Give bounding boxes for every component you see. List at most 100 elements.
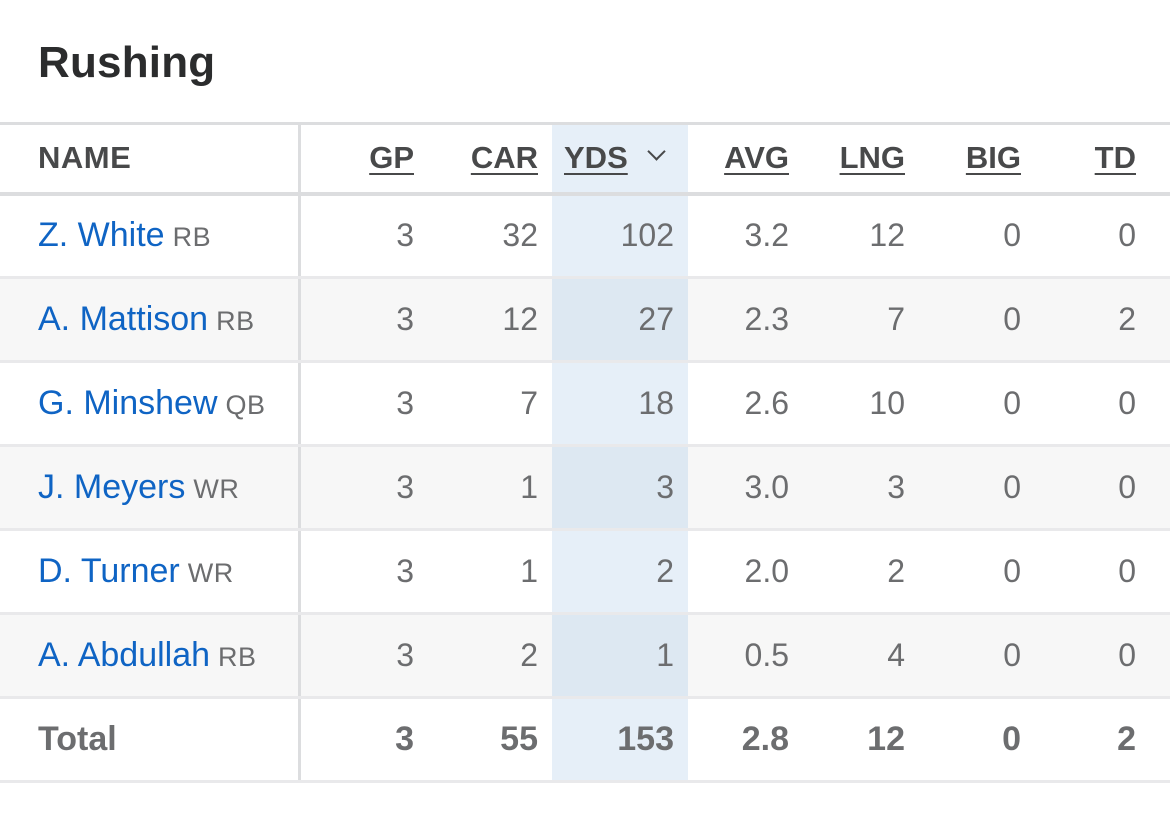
column-header-avg-label[interactable]: AVG: [724, 140, 789, 176]
stat-partial: [1150, 529, 1170, 615]
player-link[interactable]: J. Meyers: [38, 468, 186, 506]
table-row: A. Abdullah RB 3 2 1 0.5 4 0 0: [0, 613, 1170, 699]
total-avg: 2.8: [688, 697, 803, 783]
stat-lng: 4: [803, 613, 919, 699]
player-position: WR: [193, 474, 240, 504]
total-lng: 12: [803, 697, 919, 783]
stat-partial: [1150, 193, 1170, 279]
stat-car: 12: [428, 277, 552, 363]
stat-car: 2: [428, 613, 552, 699]
column-header-yds[interactable]: YDS: [552, 122, 688, 196]
table-row: A. Mattison RB 3 12 27 2.3 7 0 2: [0, 277, 1170, 363]
player-cell: Z. White RB: [0, 193, 301, 279]
stat-lng: 12: [803, 193, 919, 279]
stat-td: 0: [1035, 445, 1150, 531]
stat-big: 0: [919, 613, 1035, 699]
table-row: Z. White RB 3 32 102 3.2 12 0 0: [0, 193, 1170, 279]
stat-avg: 2.3: [688, 277, 803, 363]
stat-td: 2: [1035, 277, 1150, 363]
player-position: QB: [225, 390, 266, 420]
stat-partial: [1150, 613, 1170, 699]
chevron-down-icon[interactable]: [647, 142, 666, 161]
stat-yds: 3: [552, 445, 688, 531]
column-header-gp[interactable]: GP: [299, 122, 428, 196]
player-cell: J. Meyers WR: [0, 445, 301, 531]
column-header-gp-label[interactable]: GP: [369, 140, 414, 176]
player-position: RB: [216, 306, 255, 336]
stat-td: 0: [1035, 613, 1150, 699]
total-gp: 3: [299, 697, 428, 783]
stat-gp: 3: [299, 613, 428, 699]
stat-avg: 0.5: [688, 613, 803, 699]
stat-car: 1: [428, 529, 552, 615]
stat-lng: 2: [803, 529, 919, 615]
player-position: RB: [218, 642, 257, 672]
table-total-row: Total 3 55 153 2.8 12 0 2: [0, 697, 1170, 783]
column-header-car-label[interactable]: CAR: [470, 140, 538, 176]
stat-partial: [1150, 361, 1170, 447]
total-partial: [1150, 697, 1170, 783]
player-position: RB: [172, 222, 212, 253]
total-label: Total: [0, 697, 301, 783]
column-header-big[interactable]: BIG: [919, 122, 1035, 196]
stat-car: 32: [428, 193, 552, 279]
column-header-car[interactable]: CAR: [428, 122, 552, 196]
stat-gp: 3: [299, 277, 428, 363]
player-cell: G. Minshew QB: [0, 361, 301, 447]
table-row: D. Turner WR 3 1 2 2.0 2 0 0: [0, 529, 1170, 615]
stat-gp: 3: [299, 193, 428, 279]
stat-big: 0: [919, 361, 1035, 447]
player-link[interactable]: Z. White: [38, 216, 165, 255]
stat-avg: 2.0: [688, 529, 803, 615]
stat-yds: 18: [552, 361, 688, 447]
rushing-stats-table-container: NAME GP CAR YDS AVG LNG BIG TD Y Z. Whit…: [0, 122, 1170, 783]
column-header-name: NAME: [0, 122, 301, 196]
column-header-lng[interactable]: LNG: [803, 122, 919, 196]
total-yds: 153: [552, 697, 688, 783]
total-big: 0: [919, 697, 1035, 783]
player-link[interactable]: G. Minshew: [38, 384, 218, 422]
stat-yds: 1: [552, 613, 688, 699]
table-header-row: NAME GP CAR YDS AVG LNG BIG TD Y: [0, 122, 1170, 196]
stat-td: 0: [1035, 361, 1150, 447]
player-link[interactable]: A. Mattison: [38, 300, 209, 338]
stat-lng: 10: [803, 361, 919, 447]
rushing-stats-table: NAME GP CAR YDS AVG LNG BIG TD Y Z. Whit…: [0, 122, 1170, 783]
table-row: J. Meyers WR 3 1 3 3.0 3 0 0: [0, 445, 1170, 531]
stat-yds: 102: [552, 193, 688, 279]
player-link[interactable]: A. Abdullah: [38, 636, 211, 674]
total-car: 55: [428, 697, 552, 783]
column-header-avg[interactable]: AVG: [688, 122, 803, 196]
stat-gp: 3: [299, 445, 428, 531]
player-cell: A. Abdullah RB: [0, 613, 301, 699]
section-title: Rushing: [38, 38, 216, 87]
column-header-big-label[interactable]: BIG: [965, 140, 1021, 176]
stat-yds: 27: [552, 277, 688, 363]
player-position: WR: [187, 558, 234, 588]
column-header-td[interactable]: TD: [1035, 122, 1150, 196]
stat-gp: 3: [299, 361, 428, 447]
stat-avg: 2.6: [688, 361, 803, 447]
stat-partial: [1150, 445, 1170, 531]
stat-lng: 3: [803, 445, 919, 531]
stat-td: 0: [1035, 529, 1150, 615]
stat-yds: 2: [552, 529, 688, 615]
column-header-yds-label[interactable]: YDS: [564, 140, 628, 176]
stat-partial: [1150, 277, 1170, 363]
stat-gp: 3: [299, 529, 428, 615]
column-header-td-label[interactable]: TD: [1094, 140, 1136, 176]
stat-big: 0: [919, 529, 1035, 615]
player-cell: D. Turner WR: [0, 529, 301, 615]
column-header-partial[interactable]: Y: [1150, 122, 1170, 196]
table-row: G. Minshew QB 3 7 18 2.6 10 0 0: [0, 361, 1170, 447]
stat-big: 0: [919, 193, 1035, 279]
stat-big: 0: [919, 445, 1035, 531]
stat-car: 7: [428, 361, 552, 447]
player-link[interactable]: D. Turner: [38, 552, 180, 590]
stat-lng: 7: [803, 277, 919, 363]
player-cell: A. Mattison RB: [0, 277, 301, 363]
stat-avg: 3.0: [688, 445, 803, 531]
total-td: 2: [1035, 697, 1150, 783]
stat-avg: 3.2: [688, 193, 803, 279]
column-header-lng-label[interactable]: LNG: [839, 140, 905, 176]
